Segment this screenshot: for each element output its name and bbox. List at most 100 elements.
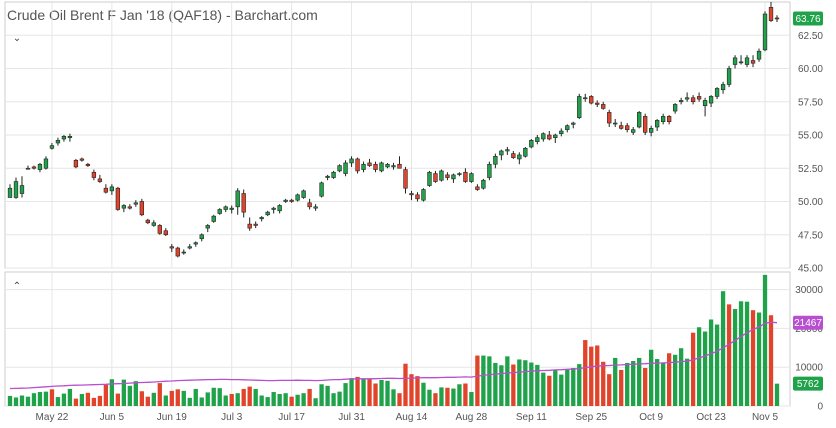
candle-body — [762, 13, 768, 51]
candle — [637, 111, 642, 129]
candle-body — [187, 246, 192, 249]
candle-body — [523, 148, 528, 157]
candle-body — [499, 150, 504, 156]
candle — [337, 164, 342, 173]
candle-body — [409, 193, 414, 196]
volume-bar — [61, 393, 67, 406]
candle — [7, 184, 13, 198]
candle — [73, 158, 79, 169]
candle — [175, 246, 180, 258]
candle — [121, 204, 127, 213]
volume-bar — [295, 394, 300, 406]
candle-body — [726, 68, 732, 85]
candle-body — [589, 96, 594, 104]
candle — [678, 97, 684, 105]
candle-body — [163, 230, 168, 236]
candle-body — [241, 193, 246, 213]
candle — [529, 138, 534, 149]
volume-bar — [187, 397, 192, 406]
candle-body — [139, 201, 144, 216]
candle-body — [445, 174, 450, 178]
candle — [109, 184, 115, 195]
candle — [601, 101, 606, 110]
volume-ma-line — [9, 321, 778, 390]
volume-bar — [403, 363, 408, 406]
volume-bar — [720, 291, 726, 406]
candle — [61, 135, 67, 142]
candle — [433, 170, 438, 183]
x-tick-label: Oct 23 — [696, 412, 726, 423]
candle-body — [774, 17, 780, 20]
candle — [199, 233, 204, 242]
candle — [187, 244, 192, 250]
volume-bar — [643, 367, 648, 406]
candle — [541, 132, 546, 142]
volume-bar — [325, 385, 330, 406]
volume-bar — [151, 392, 156, 406]
candle — [559, 128, 564, 137]
volume-bar — [367, 378, 372, 406]
volume-bar — [666, 353, 672, 406]
candle-body — [553, 134, 558, 138]
candle — [768, 2, 774, 22]
candle-body — [247, 223, 252, 229]
candle — [193, 241, 198, 247]
candle-body — [505, 149, 510, 152]
candle-body — [631, 129, 636, 133]
volume-bar — [217, 388, 222, 406]
candle — [205, 224, 210, 233]
candle-body — [319, 182, 324, 197]
candle-body — [259, 217, 264, 220]
last-price-badge-bg — [793, 11, 823, 26]
x-tick-label: Oct 9 — [639, 412, 663, 423]
volume-bar — [726, 304, 732, 406]
volume-tick-label: 0 — [817, 402, 823, 413]
candle-body — [157, 225, 162, 234]
volume-bar — [469, 392, 474, 406]
candle-body — [595, 102, 600, 105]
x-tick-label: Sep 11 — [516, 412, 547, 423]
candle — [487, 161, 492, 181]
last-volume-badge: 5762 — [793, 376, 823, 391]
volume-bar — [85, 392, 91, 406]
volume-bar — [684, 358, 690, 406]
candle — [469, 172, 474, 183]
candle-body — [43, 158, 49, 169]
volume-bar — [229, 393, 234, 406]
candle-body — [601, 104, 606, 109]
candle — [67, 133, 73, 142]
candle-body — [37, 163, 43, 170]
volume-bar — [307, 388, 312, 406]
volume-tick-label: 10000 — [795, 363, 823, 374]
x-tick-label: Jul 17 — [278, 412, 305, 423]
candle — [696, 92, 702, 102]
candle-body — [355, 158, 360, 172]
volume-panel-toggle[interactable]: ⌃ — [10, 280, 24, 294]
volume-bar — [373, 383, 378, 406]
volume-bar — [750, 310, 756, 406]
volume-bar — [601, 361, 606, 406]
candle-body — [439, 170, 444, 181]
candle — [774, 15, 780, 22]
candle — [463, 168, 468, 183]
candle-body — [97, 178, 103, 182]
candle — [151, 220, 156, 227]
volume-bar — [619, 369, 624, 406]
candle — [457, 172, 462, 177]
candle — [391, 162, 396, 170]
price-panel-toggle[interactable]: ⌄ — [10, 32, 24, 46]
volume-bar — [319, 384, 324, 406]
candle-body — [109, 186, 115, 192]
candle — [607, 109, 612, 128]
candle — [91, 169, 97, 181]
volume-bar — [163, 395, 168, 406]
volume-bar — [654, 359, 660, 406]
candle-body — [277, 205, 282, 212]
candle-body — [61, 136, 67, 140]
x-tick-label: Sep 25 — [575, 412, 607, 423]
candle — [750, 55, 756, 68]
volume-bar — [13, 397, 19, 406]
candle — [343, 160, 348, 177]
volume-bar — [768, 315, 774, 406]
